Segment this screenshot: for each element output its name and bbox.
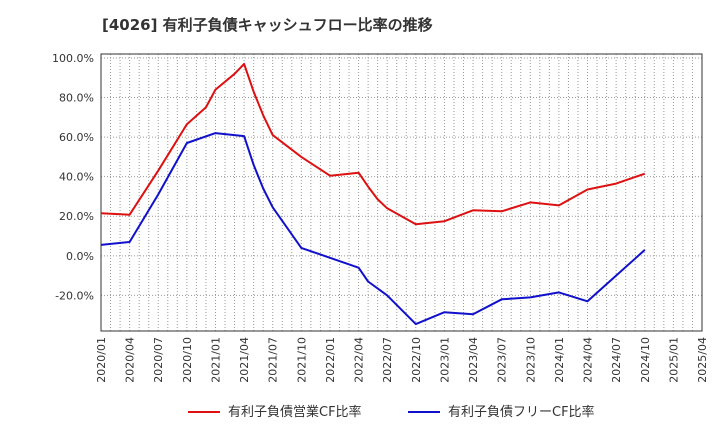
legend-label-1: 有利子負債営業CF比率 — [228, 404, 362, 420]
x-tick-label: 2023/01 — [438, 337, 451, 383]
x-tick-label: 2021/10 — [295, 337, 308, 383]
x-tick-label: 2022/04 — [353, 337, 366, 383]
plot-area — [101, 54, 702, 331]
x-tick-label: 2022/07 — [381, 337, 394, 383]
plot-frame — [100, 53, 703, 332]
x-tick-label: 2024/01 — [553, 337, 566, 383]
x-tick-label: 2023/04 — [467, 337, 480, 383]
legend-label-2: 有利子負債フリーCF比率 — [448, 404, 595, 420]
x-tick-label: 2024/04 — [582, 337, 595, 383]
x-tick-label: 2024/07 — [610, 337, 623, 383]
y-tick-label: 20.0% — [59, 210, 94, 223]
y-tick-label: 100.0% — [52, 52, 94, 65]
x-tick-label: 2020/07 — [152, 337, 165, 383]
series-line-2 — [100, 132, 646, 326]
x-tick-label: 2022/01 — [324, 337, 337, 383]
x-tick-label: 2023/07 — [496, 337, 509, 383]
y-tick-label: 80.0% — [59, 92, 94, 105]
y-tick-label: 40.0% — [59, 171, 94, 184]
y-tick-label: 0.0% — [66, 250, 94, 263]
series-line-1 — [100, 62, 646, 226]
y-tick-label: -20.0% — [55, 289, 94, 302]
x-tick-label: 2020/01 — [95, 337, 108, 383]
x-tick-label: 2020/04 — [124, 337, 137, 383]
x-tick-label: 2022/10 — [410, 337, 423, 383]
x-tick-label: 2020/10 — [181, 337, 194, 383]
x-tick-label: 2025/04 — [696, 337, 709, 383]
x-tick-label: 2025/01 — [667, 337, 680, 383]
x-tick-label: 2021/07 — [267, 337, 280, 383]
x-tick-label: 2021/04 — [238, 337, 251, 383]
x-tick-label: 2024/10 — [639, 337, 652, 383]
chart-title: [4026] 有利子負債キャッシュフロー比率の推移 — [102, 16, 433, 34]
x-tick-label: 2021/01 — [209, 337, 222, 383]
y-tick-label: 60.0% — [59, 131, 94, 144]
x-tick-label: 2023/10 — [524, 337, 537, 383]
